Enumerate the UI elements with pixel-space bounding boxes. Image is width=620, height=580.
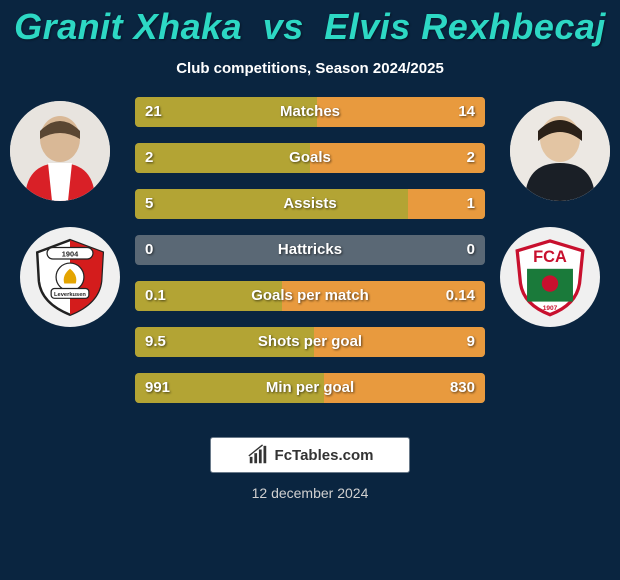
stat-label: Matches [135,97,485,127]
footer-logo: FcTables.com [210,437,410,473]
chart-icon [247,444,269,466]
svg-text:1904: 1904 [62,250,79,259]
svg-text:1907: 1907 [543,305,558,312]
stats-container: 2114Matches 22Goals 51Assists 00Hattricks 0.… [135,97,485,419]
page-title: Granit Xhaka vs Elvis Rexhbecaj [0,0,620,48]
stat-label: Min per goal [135,373,485,403]
subtitle: Club competitions, Season 2024/2025 [0,60,620,77]
stat-row: 51Assists [135,189,485,219]
player1-club-badge: 1904 Leverkusen [20,227,120,327]
avatar-icon [10,101,110,201]
stat-row: 9.59Shots per goal [135,327,485,357]
title-player2: Elvis Rexhbecaj [324,6,606,47]
stat-label: Goals [135,143,485,173]
stat-row: 0.10.14Goals per match [135,281,485,311]
player1-avatar [10,101,110,201]
svg-text:Leverkusen: Leverkusen [54,292,86,298]
player2-club-badge: FCA 1907 [500,227,600,327]
stat-label: Goals per match [135,281,485,311]
stat-row: 991830Min per goal [135,373,485,403]
footer-date: 12 december 2024 [0,485,620,501]
avatar-icon [510,101,610,201]
stat-row: 2114Matches [135,97,485,127]
club-badge-icon: FCA 1907 [509,236,591,318]
comparison-panel: 1904 Leverkusen FCA 1907 2114Matches 22Go… [0,95,620,415]
title-vs: vs [263,6,304,47]
stat-row: 00Hattricks [135,235,485,265]
footer-site-name: FcTables.com [275,447,374,464]
stat-label: Shots per goal [135,327,485,357]
stat-label: Assists [135,189,485,219]
svg-text:FCA: FCA [533,248,567,266]
stat-row: 22Goals [135,143,485,173]
title-player1: Granit Xhaka [14,6,242,47]
player2-avatar [510,101,610,201]
club-badge-icon: 1904 Leverkusen [29,236,111,318]
stat-label: Hattricks [135,235,485,265]
